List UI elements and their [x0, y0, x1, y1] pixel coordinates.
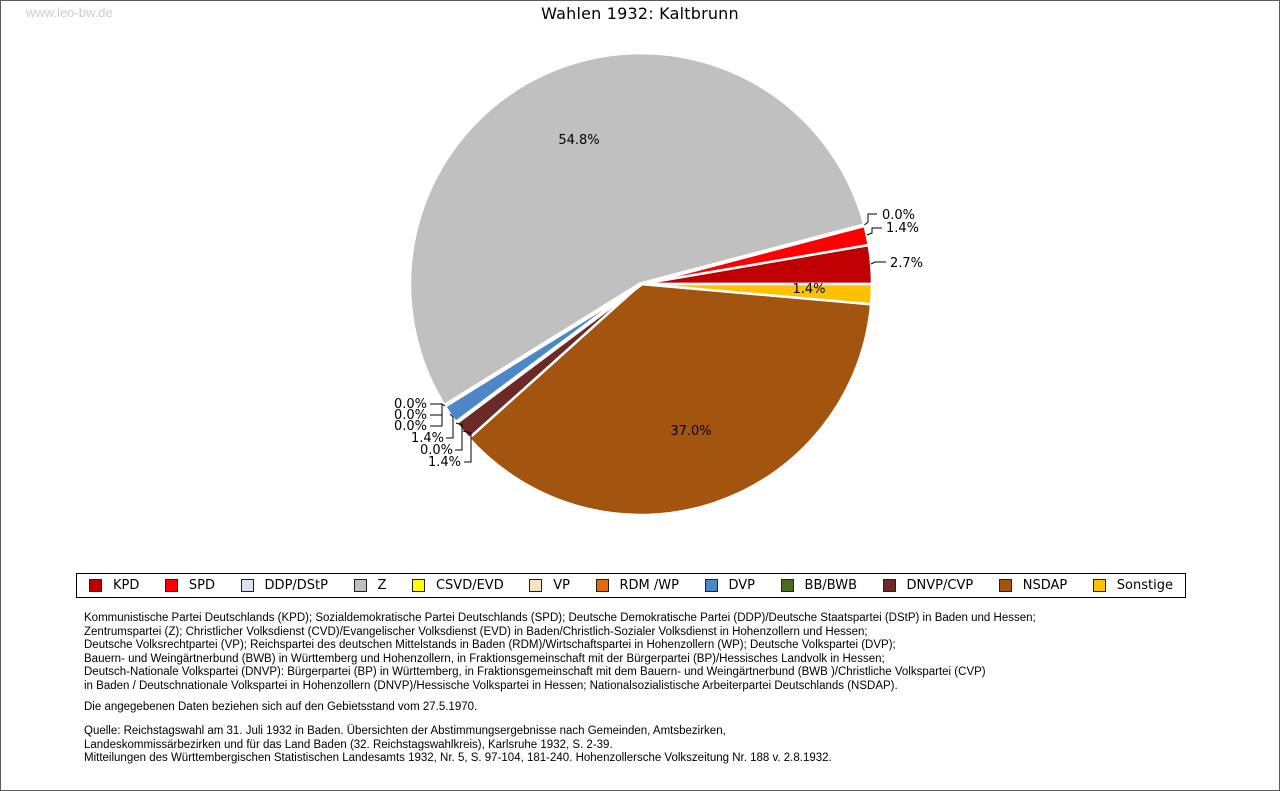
legend-item-bb-bwb: BB/BWB [780, 578, 857, 593]
legend-label-kpd: KPD [113, 578, 140, 593]
source-citation: Quelle: Reichstagswahl am 31. Juli 1932 … [84, 725, 832, 766]
party-explanation-line: Zentrumspartei (Z); Christlicher Volksdi… [84, 625, 868, 638]
source-line: Landeskommissärbezirken und für das Land… [84, 738, 613, 751]
value-label-bb: 0.0% [420, 443, 453, 458]
legend-item-kpd: KPD [89, 578, 139, 593]
zero-gap-ddp-dstp [640, 223, 865, 286]
value-label-spd: 1.4% [886, 221, 919, 236]
leader-bracket-zeros [441, 403, 446, 426]
legend: KPD SPD DDP/DStP Z CSVD/EVD VP RDM /WP DVP BB/BW… [76, 573, 1186, 598]
zero-gap-rdm-wp [443, 282, 643, 408]
leader-line-kpd [870, 261, 886, 265]
pie-chart: 54.8% 37.0% 1.4% 0.0% 1.4% 2.7% 0.0% 0.0… [394, 51, 923, 517]
legend-label-dnvp-cvp: DNVP/CVP [906, 578, 974, 593]
legend-swatch-dnvp-cvp [882, 579, 896, 592]
value-label-dnvp: 1.4% [428, 455, 461, 470]
legend-swatch-bb-bwb [780, 579, 794, 592]
value-label-vp: 0.0% [394, 408, 427, 423]
legend-label-nsdap: NSDAP [1022, 578, 1068, 593]
pie-slice-nsdap [467, 282, 873, 517]
legend-item-spd: SPD [164, 578, 216, 593]
legend-swatch-kpd [89, 579, 102, 592]
party-explanation-line: in Baden / Deutschnationale Volkspartei … [84, 679, 898, 692]
party-explanation-line: Deutsche Volksrechtpartei (VP); Reichspa… [84, 639, 896, 652]
legend-swatch-rdm-wp [595, 579, 609, 592]
leader-lines [430, 213, 886, 463]
legend-swatch-ddp-dstp [240, 579, 254, 592]
legend-item-sonstige: Sonstige [1092, 578, 1173, 593]
legend-item-csvd-evd: CSVD/EVD [411, 578, 504, 593]
legend-item-z: Z [353, 578, 387, 593]
zero-gap-bb-bwb [455, 282, 643, 425]
legend-item-vp: VP [529, 578, 570, 593]
party-explanations: Kommunistische Partei Deutschlands (KPD)… [84, 612, 1036, 694]
legend-item-nsdap: NSDAP [998, 578, 1068, 593]
leader-line-dnvp [462, 430, 472, 463]
legend-label-vp: VP [553, 578, 570, 593]
leader-line-bb [455, 422, 463, 451]
legend-label-z: Z [377, 578, 387, 593]
legend-label-rdm-wp: RDM /WP [619, 578, 679, 593]
value-label-z: 54.8% [558, 133, 599, 148]
legend-item-dnvp-cvp: DNVP/CVP [882, 578, 974, 593]
leader-line-dvp [446, 413, 454, 439]
pie-slice-z [408, 51, 866, 408]
pie-slice-sonstige [639, 282, 874, 306]
value-label-nsdap: 37.0% [670, 424, 711, 439]
legend-label-ddp-dstp: DDP/DStP [264, 578, 328, 593]
legend-swatch-nsdap [998, 579, 1012, 592]
legend-label-spd: SPD [188, 578, 216, 593]
territory-note: Die angegebenen Daten beziehen sich auf … [84, 701, 478, 713]
legend-swatch-dvp [704, 579, 718, 592]
legend-swatch-csvd-evd [411, 579, 425, 592]
legend-item-dvp: DVP [704, 578, 756, 593]
legend-label-sonstige: Sonstige [1116, 578, 1173, 593]
legend-label-bb-bwb: BB/BWB [804, 578, 857, 593]
leader-line-spd [866, 227, 882, 236]
source-line: Mitteilungen des Württembergischen Stati… [84, 752, 832, 765]
watermark: www.leo-bw.de [26, 5, 113, 20]
legend-swatch-spd [164, 579, 178, 592]
value-label-ddp: 0.0% [882, 208, 915, 223]
legend-item-rdm-wp: RDM /WP [595, 578, 679, 593]
zero-slice-gap-lines [443, 223, 865, 425]
leader-line-ddp [864, 213, 877, 226]
legend-label-csvd-evd: CSVD/EVD [435, 578, 504, 593]
party-explanation-line: Kommunistische Partei Deutschlands (KPD)… [84, 612, 1036, 624]
legend-item-ddp-dstp: DDP/DStP [240, 578, 328, 593]
source-line: Quelle: Reichstagswahl am 31. Juli 1932 … [84, 725, 726, 737]
party-explanation-line: Bauern- und Weingärtnerbund (BWB) in Wür… [84, 652, 885, 665]
legend-swatch-vp [529, 579, 543, 592]
legend-swatch-z [353, 579, 367, 592]
legend-label-dvp: DVP [728, 578, 756, 593]
chart-title: Wahlen 1932: Kaltbrunn [541, 4, 739, 23]
value-label-kpd: 2.7% [890, 256, 923, 271]
pie-slices-group [408, 51, 874, 517]
value-labels: 54.8% 37.0% 1.4% 0.0% 1.4% 2.7% 0.0% 0.0… [394, 133, 923, 470]
party-explanation-line: Deutsch-Nationale Volkspartei (DNVP): Bü… [84, 666, 986, 679]
legend-swatch-sonstige [1092, 579, 1106, 592]
value-label-csvd: 0.0% [394, 397, 427, 412]
value-label-dvp: 1.4% [411, 431, 444, 446]
value-label-rdm: 0.0% [394, 419, 427, 434]
value-label-sonstige: 1.4% [792, 282, 825, 297]
